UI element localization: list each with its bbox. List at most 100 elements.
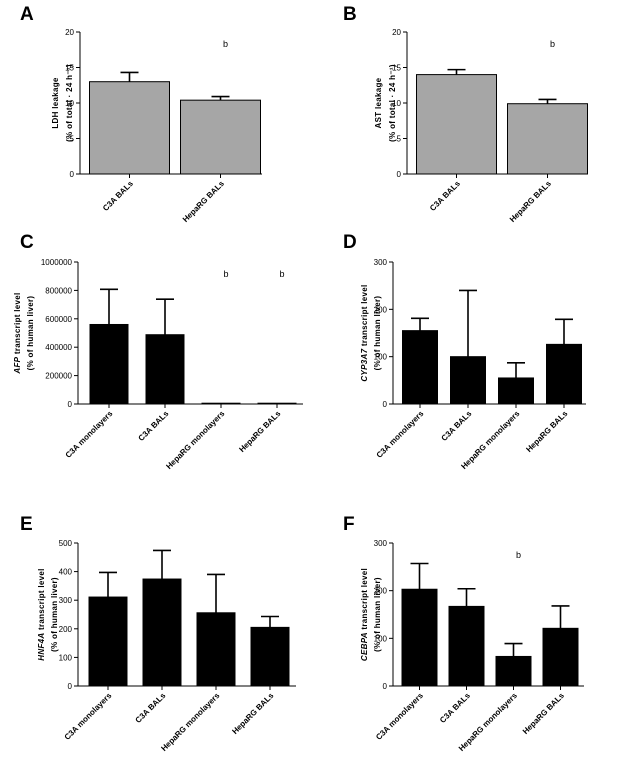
chart-f: 0 100 200 300 CEBPA transcript level (% of hu… [360,539,584,753]
y-tick-label: 400000 [45,343,72,352]
y-tick-label: 200000 [45,372,72,381]
bar [448,605,485,687]
y-axis-label: HNF4A transcript level [37,568,46,660]
category-label: HepaRG BALs [230,691,275,736]
significance-label: b [550,39,555,49]
category-label: HepaRG BALs [508,179,553,224]
bar [88,596,128,687]
y-tick-label: 800000 [45,286,72,295]
y-axis-label-gene: CYP3A7 [360,348,369,381]
bar [546,343,582,405]
bar [142,578,182,687]
y-tick-label: 10 [65,99,74,108]
bar [180,99,261,175]
chart-a: 0 5 10 15 20 LDH leakage (% of total · 24 h⁻¹)… [51,28,262,224]
panel-label-b: B [343,4,357,25]
y-axis-label-text: transcript level [37,568,46,632]
y-axis-label: CEBPA transcript level [360,568,369,661]
y-tick-label: 20 [65,28,74,37]
y-tick-label: 0 [383,682,388,691]
y-axis-label-gene: AFP [13,356,22,374]
y-axis-label-gene: CEBPA [360,632,369,661]
y-tick-label: 400 [59,568,73,577]
y-tick-label: 600000 [45,315,72,324]
bar [401,588,438,687]
category-label: HepaRG BALs [524,409,569,454]
bar [89,323,129,405]
category-label: HepaRG monolayers [164,409,226,471]
y-tick-label: 20 [392,28,401,37]
y-tick-label: 0 [68,400,73,409]
y-tick-label: 100 [59,653,73,662]
y-axis-label-units: (% of human liver) [26,296,35,371]
category-label: HepaRG BALs [237,409,282,454]
category-label: C3A BALs [438,691,472,725]
bar [416,74,497,175]
category-label: C3A monolayers [63,691,114,742]
y-tick-label: 500 [59,539,73,548]
y-tick-label: 10 [392,99,401,108]
bar [145,334,185,405]
significance-label: b [279,269,284,279]
bar [495,655,532,687]
y-axis-label-units: (% of human liver) [373,577,382,652]
category-label: C3A monolayers [375,409,426,460]
bar [196,612,236,687]
bar [201,402,241,405]
bar [402,330,438,405]
category-label: C3A BALs [137,409,171,443]
y-tick-label: 300 [374,539,388,548]
category-label: HepaRG monolayers [159,691,221,753]
y-axis-label-gene: HNF4A [37,633,46,661]
bar [507,103,588,175]
panel-label-d: D [343,232,357,253]
y-axis-label: AFP transcript level [13,292,22,374]
bar [450,356,486,405]
significance-label: b [516,550,521,560]
y-axis-label-units: (% of total · 24 h⁻¹) [65,64,74,142]
y-axis-label-text: transcript level [360,284,369,348]
charts-group: 0 5 10 15 20 LDH leakage (% of total · 24 h⁻¹)… [13,28,588,753]
y-axis-label-text: LDH leakage [51,77,60,129]
y-axis-label-text: transcript level [360,568,369,632]
y-axis-label: LDH leakage [51,77,60,129]
significance-label: b [223,269,228,279]
y-tick-label: 100 [374,634,388,643]
category-label: C3A BALs [440,409,474,443]
bar [89,81,170,175]
y-axis-label: CYP3A7 transcript level [360,284,369,381]
y-axis-label-text: transcript level [13,292,22,356]
y-axis-label-units: (% of total · 24 h⁻¹) [388,64,397,142]
y-tick-label: 200 [374,305,388,314]
y-tick-label: 0 [397,170,402,179]
bar [542,627,579,687]
y-tick-label: 100 [374,353,388,362]
chart-e: 0 100 200 300 400 500 HNF4A transcript level (%… [37,539,296,753]
chart-b: 0 5 10 15 20 AST leakage (% of total · 24 h⁻¹)… [374,28,588,224]
y-tick-label: 200 [374,587,388,596]
bar [257,402,297,405]
panel-label-c: C [20,232,34,253]
category-label: C3A BALs [101,179,135,213]
category-label: HepaRG BALs [521,691,566,736]
y-axis-label-units: (% of human liver) [50,577,59,652]
y-tick-label: 200 [59,625,73,634]
y-axis-label: AST leakage [374,77,383,128]
y-tick-label: 5 [70,135,75,144]
y-tick-label: 0 [383,400,388,409]
y-tick-label: 15 [65,64,74,73]
category-label: C3A monolayers [64,409,115,460]
panel-label-a: A [20,4,34,25]
chart-c: 0 200000 400000 600000 800000 1000000 AFP tran… [13,258,303,471]
panel-label-e: E [20,514,33,535]
category-label: HepaRG BALs [181,179,226,224]
y-tick-label: 15 [392,64,401,73]
y-axis-label-text: AST leakage [374,77,383,128]
category-label: C3A BALs [134,691,168,725]
y-tick-label: 300 [374,258,388,267]
category-label: C3A BALs [428,179,462,213]
y-axis-label-units: (% of human liver) [373,296,382,371]
bar [250,626,290,687]
significance-label: b [223,39,228,49]
